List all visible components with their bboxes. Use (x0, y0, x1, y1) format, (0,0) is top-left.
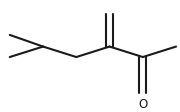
Text: O: O (138, 98, 147, 111)
